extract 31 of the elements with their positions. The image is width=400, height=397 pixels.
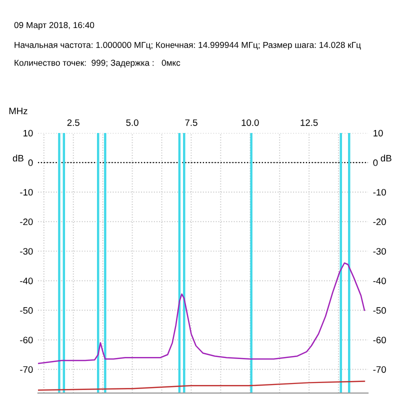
x-tick-label: 7.5 (185, 119, 198, 126)
x-tick-label: 10.0 (242, 119, 259, 126)
y-tick-label: -50 (20, 307, 33, 314)
y-tick-label: -30 (20, 248, 33, 255)
line-series (38, 262, 366, 364)
text: Количество точек: 999; Задержка : 0мкс (14, 60, 180, 68)
y2-tick-label: -60 (373, 336, 386, 344)
y2-tick-label: -50 (373, 307, 386, 314)
y-tick-label: 0 (28, 159, 33, 166)
y-tick-label: -60 (20, 336, 33, 344)
y2-axis-title: dB (380, 154, 392, 162)
y2-tick-label: -30 (373, 248, 386, 255)
y-tick-label: -10 (20, 188, 33, 196)
x-tick-label: 5.0 (126, 119, 138, 126)
y2-tick-label: -20 (373, 218, 386, 226)
chart-title: 09 Март 2018, 16:40 (14, 22, 94, 30)
line-series (38, 380, 366, 391)
y2-tick-label: 10 (374, 130, 383, 136)
y-tick-label: -70 (20, 366, 33, 373)
y-tick-label: -20 (20, 218, 33, 226)
x-axis-title: MHz (9, 108, 28, 114)
y2-tick-label: 0 (373, 159, 378, 166)
y-tick-label: 10 (24, 130, 33, 136)
y2-tick-label: -10 (373, 188, 386, 196)
y-tick-label: -40 (20, 278, 33, 284)
y2-tick-label: -40 (373, 278, 386, 284)
y-axis-title: dB (12, 154, 24, 162)
x-tick-label: 12.5 (300, 119, 318, 126)
x-tick-label: 2.5 (67, 119, 80, 126)
text: Начальная частота: 1.000000 МГц; Конечная: 14.999944 МГц; Размер шага: 14.028 кГц (14, 42, 361, 50)
y2-tick-label: -70 (373, 366, 386, 373)
